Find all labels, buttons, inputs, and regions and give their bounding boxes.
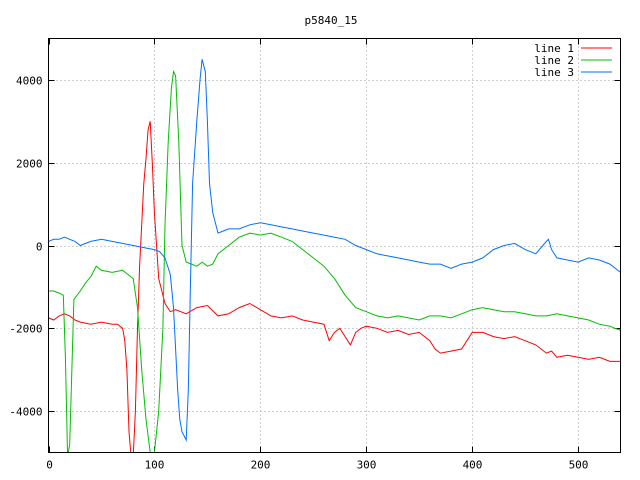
x-tick-label: 100	[145, 459, 165, 472]
legend-label: line 2	[534, 54, 574, 67]
series-line-1	[48, 121, 621, 453]
y-tick-label: -4000	[9, 406, 42, 419]
y-tick-label: 4000	[16, 75, 43, 88]
series-line-3	[48, 59, 621, 443]
x-tick-label: 400	[463, 459, 483, 472]
x-tick-label: 0	[46, 459, 53, 472]
x-tick-label: 300	[357, 459, 377, 472]
series-lines	[48, 59, 621, 453]
chart-title: p5840_15	[305, 14, 358, 27]
axis-ticks	[48, 38, 621, 453]
axis-tick-labels: 0 100 200 300 400 500 -4000 -2000 0 2000 4000	[9, 75, 588, 472]
x-tick-label: 200	[251, 459, 271, 472]
y-tick-label: 2000	[16, 158, 43, 171]
legend-label: line 3	[534, 66, 574, 79]
x-tick-label: 500	[569, 459, 589, 472]
series-line-2	[48, 69, 621, 453]
y-tick-label: -2000	[9, 323, 42, 336]
plot-border	[48, 38, 621, 453]
legend-label: line 1	[534, 42, 574, 55]
y-tick-label: 0	[36, 241, 43, 254]
grid	[48, 38, 621, 453]
